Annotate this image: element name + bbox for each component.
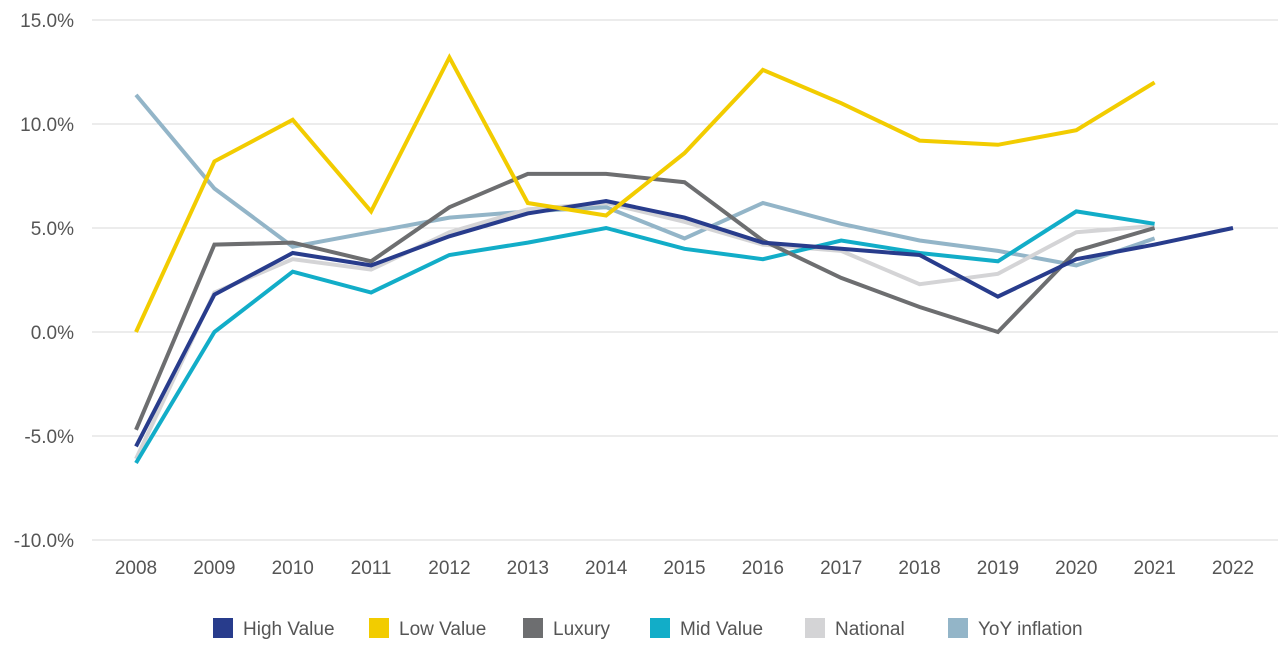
legend-label-high-value: High Value	[243, 619, 335, 640]
x-tick-label: 2013	[507, 558, 549, 579]
x-tick-label: 2016	[742, 558, 784, 579]
y-tick-label: 10.0%	[20, 115, 74, 136]
x-tick-label: 2012	[428, 558, 470, 579]
y-axis: -10.0% -5.0% 0.0% 5.0% 10.0% 15.0%	[14, 11, 74, 552]
series-line-high-value	[134, 198, 1234, 448]
y-tick-label: 5.0%	[31, 219, 74, 240]
x-tick-label: 2020	[1055, 558, 1097, 579]
legend-label-yoy-inflation: YoY inflation	[978, 619, 1083, 640]
series-lines	[134, 53, 1234, 465]
y-tick-label: 0.0%	[31, 323, 74, 344]
legend-swatch-low-value	[369, 618, 389, 638]
x-tick-label: 2010	[272, 558, 314, 579]
series-line-mid-value	[134, 209, 1155, 465]
x-tick-label: 2008	[115, 558, 157, 579]
legend-swatch-national	[805, 618, 825, 638]
legend-label-national: National	[835, 619, 905, 640]
legend-swatch-luxury	[523, 618, 543, 638]
y-tick-label: 15.0%	[20, 11, 74, 32]
series-line-low-value	[134, 53, 1156, 333]
legend: High Value Low Value Luxury Mid Value Nation…	[213, 618, 1083, 640]
x-axis: 2008 2009 2010 2011 2012 2013 2014 2015 2016 2017…	[115, 558, 1254, 579]
legend-label-mid-value: Mid Value	[680, 619, 763, 640]
x-tick-label: 2021	[1134, 558, 1176, 579]
x-tick-label: 2019	[977, 558, 1019, 579]
x-tick-label: 2017	[820, 558, 862, 579]
grid-lines	[92, 19, 1278, 541]
legend-label-low-value: Low Value	[399, 619, 486, 640]
y-tick-label: -5.0%	[24, 427, 74, 448]
x-tick-label: 2011	[351, 558, 392, 579]
y-tick-label: -10.0%	[14, 531, 74, 552]
legend-swatch-yoy-inflation	[948, 618, 968, 638]
x-tick-label: 2022	[1212, 558, 1254, 579]
x-tick-label: 2009	[193, 558, 235, 579]
series-line-luxury	[134, 171, 1156, 431]
x-tick-label: 2018	[898, 558, 940, 579]
legend-label-luxury: Luxury	[553, 619, 611, 640]
x-tick-label: 2014	[585, 558, 628, 579]
series-line-national	[134, 200, 1155, 460]
legend-swatch-mid-value	[650, 618, 670, 638]
x-tick-label: 2015	[663, 558, 705, 579]
legend-swatch-high-value	[213, 618, 233, 638]
